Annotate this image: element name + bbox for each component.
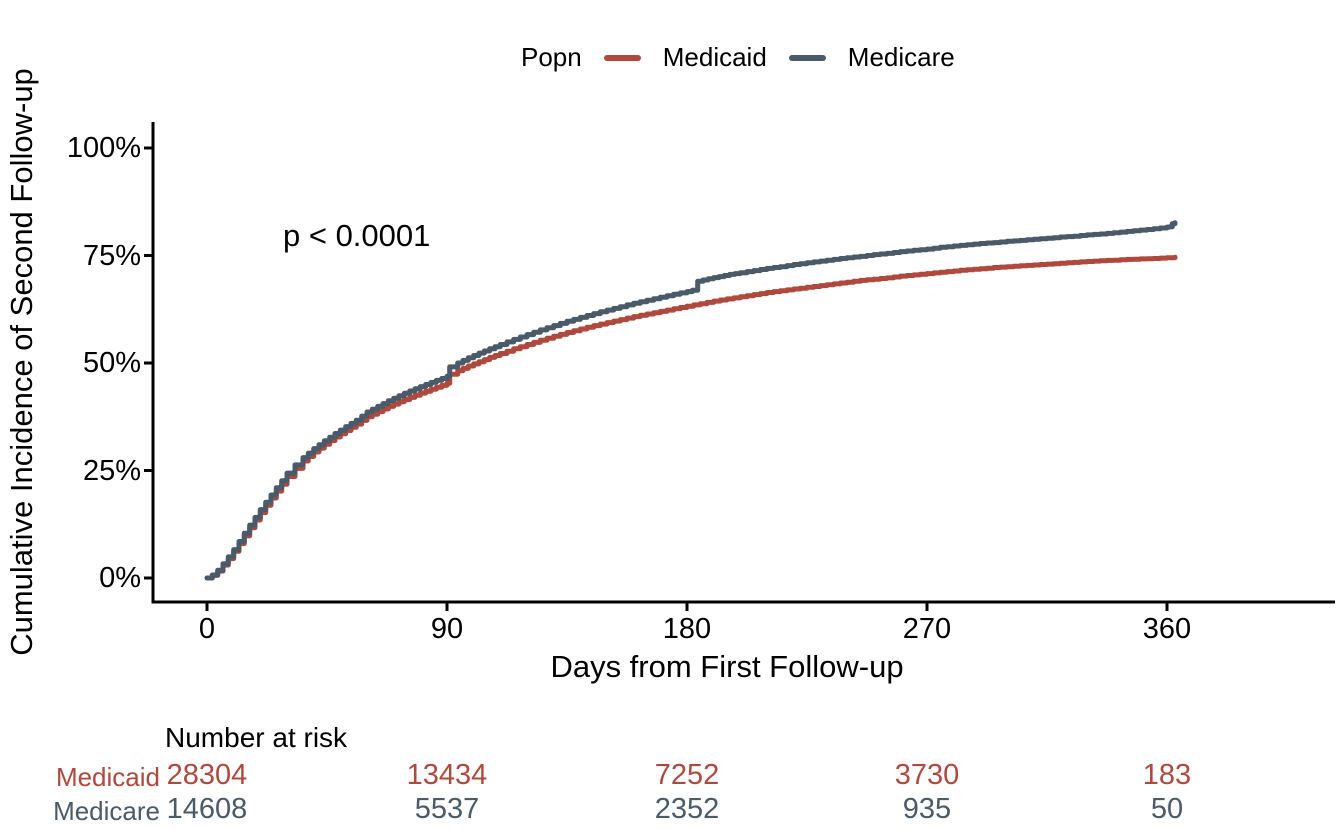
risk-value: 50: [1150, 793, 1184, 825]
medicare-line-swatch: [788, 54, 826, 61]
p-value-annotation: p < 0.0001: [283, 218, 431, 253]
legend-entry-medicare: Medicare: [788, 42, 955, 73]
x-tick-label: 90: [430, 613, 464, 645]
x-tick-label: 270: [902, 613, 952, 645]
legend: Popn Medicaid Medicare: [521, 42, 955, 73]
medicaid-line-swatch: [603, 54, 641, 61]
x-tick-label: 360: [1142, 613, 1192, 645]
x-axis-title: Days from First Follow-up: [550, 649, 904, 684]
risk-row-label-medicare: Medicare: [53, 796, 160, 826]
risk-value: 183: [1142, 759, 1192, 791]
risk-value: 935: [902, 793, 952, 825]
y-tick-label: 0%: [99, 562, 141, 594]
risk-value: 2352: [654, 793, 720, 825]
y-tick-label: 50%: [82, 347, 141, 379]
risk-value: 5537: [414, 793, 480, 825]
risk-value: 3730: [894, 759, 960, 791]
curve-medicaid: [204, 254, 1178, 581]
y-tick-label: 100%: [66, 132, 141, 164]
risk-value: 14608: [166, 793, 248, 825]
y-tick-label: 75%: [82, 239, 141, 272]
legend-label-medicaid: Medicaid: [662, 42, 767, 72]
legend-entry-medicaid: Medicaid: [603, 42, 767, 73]
x-tick-label: 180: [662, 613, 712, 645]
y-tick-label: 25%: [82, 454, 141, 487]
risk-value: 28304: [166, 759, 248, 791]
curve-medicare: [204, 220, 1178, 581]
risk-table-title: Number at risk: [165, 722, 348, 753]
risk-value: 7252: [654, 759, 720, 791]
legend-title: Popn: [521, 42, 582, 72]
risk-row-label-medicaid: Medicaid: [55, 762, 160, 792]
legend-label-medicare: Medicare: [847, 42, 955, 72]
risk-value: 13434: [406, 759, 488, 791]
x-tick-label: 0: [198, 613, 216, 645]
